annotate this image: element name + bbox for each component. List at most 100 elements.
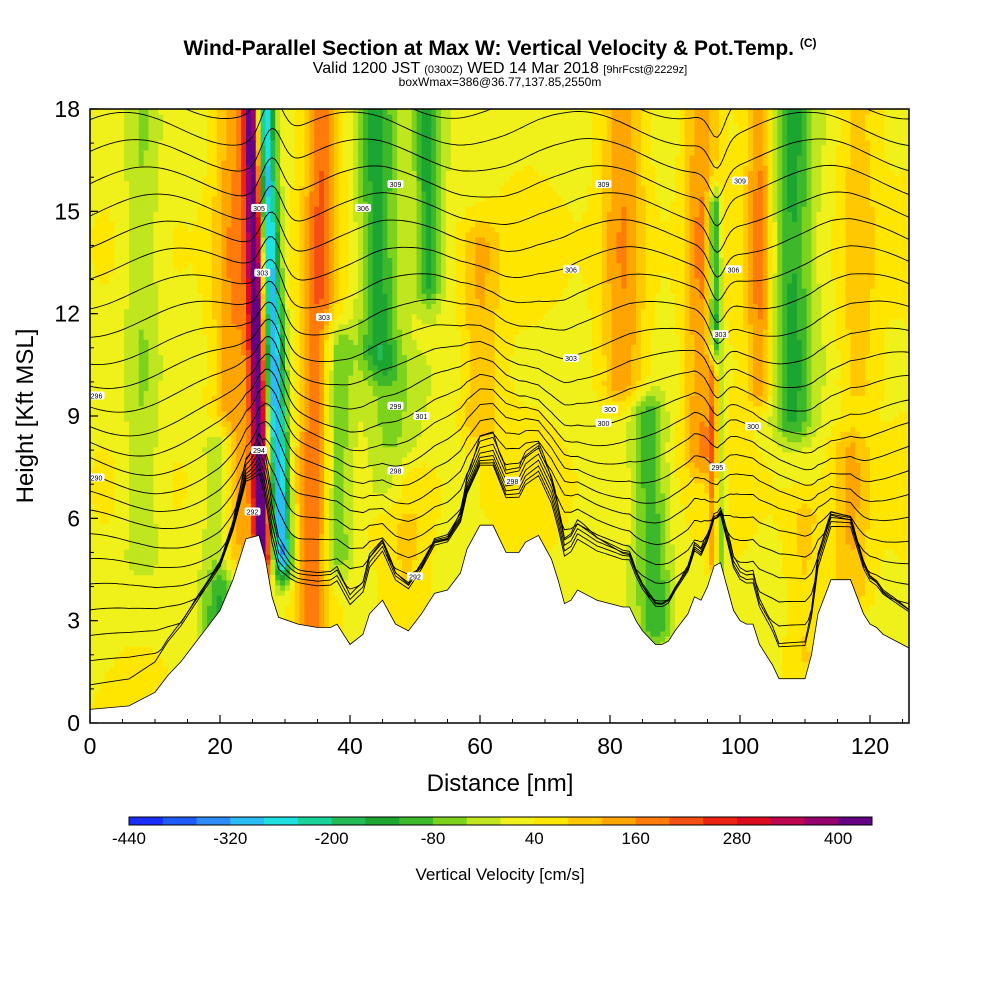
vv-cell [192, 288, 198, 294]
vv-cell [148, 364, 154, 371]
vv-cell [211, 390, 218, 397]
vv-cell [207, 195, 213, 202]
vv-cell [192, 625, 198, 632]
vv-cell [172, 375, 179, 381]
vv-cell [177, 451, 184, 458]
vv-cell [265, 206, 271, 212]
vv-cell [207, 513, 213, 519]
vv-cell [241, 497, 247, 504]
vv-cell [104, 661, 111, 668]
vv-cell [172, 272, 179, 279]
vv-cell [216, 523, 223, 530]
vv-cell [275, 472, 281, 478]
vv-cell [285, 195, 291, 202]
vv-cell [119, 282, 125, 289]
vv-cell [163, 518, 169, 525]
vv-cell [172, 508, 179, 514]
vv-cell [226, 236, 232, 243]
vv-cell [119, 421, 125, 427]
vv-cell [202, 364, 208, 371]
vv-cell [289, 559, 296, 565]
vv-cell [129, 426, 135, 432]
vv-cell [197, 528, 203, 535]
vv-cell [143, 190, 150, 197]
vv-cell [177, 298, 184, 305]
vv-cell [236, 144, 242, 151]
vv-cell [153, 282, 159, 289]
vv-cell [133, 462, 140, 468]
vv-cell [94, 124, 101, 131]
vv-cell [202, 201, 208, 207]
vv-cell [148, 569, 154, 576]
vv-cell [285, 282, 291, 289]
vv-cell [138, 247, 145, 253]
vv-cell [280, 308, 286, 315]
vv-cell [109, 303, 115, 310]
vv-cell [124, 390, 130, 397]
vv-cell [133, 636, 140, 642]
vv-cell [114, 344, 120, 351]
vv-cell [133, 124, 140, 131]
vv-cell [133, 697, 140, 704]
vv-cell [129, 109, 135, 115]
vv-cell [168, 257, 174, 264]
vv-cell [275, 426, 281, 432]
vv-cell [207, 487, 213, 494]
vv-cell [250, 170, 257, 177]
vv-cell [129, 687, 135, 693]
vv-cell [207, 211, 213, 218]
vv-cell [153, 610, 159, 617]
vv-cell [246, 426, 252, 432]
vv-cell [211, 595, 218, 601]
vv-cell [163, 426, 169, 432]
vv-cell [250, 513, 257, 519]
vv-cell [148, 482, 154, 489]
vv-cell [192, 323, 198, 330]
vv-cell [172, 492, 179, 499]
vv-cell [211, 538, 218, 545]
vv-cell [129, 574, 135, 581]
vv-cell [226, 201, 232, 207]
vv-cell [275, 559, 281, 565]
vv-cell [104, 574, 111, 581]
vv-cell [241, 354, 247, 361]
vv-cell [207, 129, 213, 136]
vv-cell [158, 569, 164, 576]
vv-cell [133, 282, 140, 289]
vv-cell [250, 487, 257, 494]
vv-cell [99, 380, 106, 386]
vv-cell [163, 216, 169, 223]
vv-cell [90, 620, 96, 627]
vv-cell [202, 620, 208, 627]
vv-cell [177, 543, 184, 550]
vv-cell [216, 354, 223, 361]
vv-cell [285, 579, 291, 586]
vv-cell [265, 190, 271, 197]
vv-cell [216, 185, 223, 192]
vv-cell [114, 436, 120, 443]
vv-cell [163, 170, 169, 177]
vv-cell [133, 190, 140, 197]
vv-cell [168, 288, 174, 294]
vv-cell [172, 124, 179, 131]
vv-cell [172, 410, 179, 417]
vv-cell [124, 554, 130, 560]
vv-cell [246, 329, 252, 335]
vv-cell [124, 641, 130, 647]
vv-cell [265, 395, 271, 402]
vv-cell [94, 109, 101, 115]
vv-cell [231, 554, 237, 560]
vv-cell [99, 441, 106, 448]
vv-cell [168, 339, 174, 345]
vv-cell [211, 543, 218, 550]
vv-cell [94, 216, 101, 223]
vv-cell [260, 149, 267, 156]
vv-cell [187, 405, 193, 412]
vv-cell [221, 216, 228, 223]
vv-cell [285, 257, 291, 264]
vv-cell [221, 185, 228, 192]
vv-cell [182, 421, 189, 427]
vv-cell [158, 380, 164, 386]
vv-cell [153, 574, 159, 581]
vv-cell [202, 195, 208, 202]
